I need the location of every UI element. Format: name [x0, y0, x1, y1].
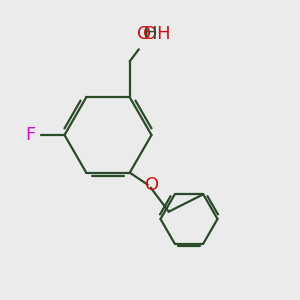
Text: F: F	[25, 126, 35, 144]
Text: H: H	[143, 25, 157, 43]
Text: OH: OH	[143, 25, 171, 43]
Text: O: O	[145, 176, 159, 194]
Text: O: O	[137, 25, 152, 43]
